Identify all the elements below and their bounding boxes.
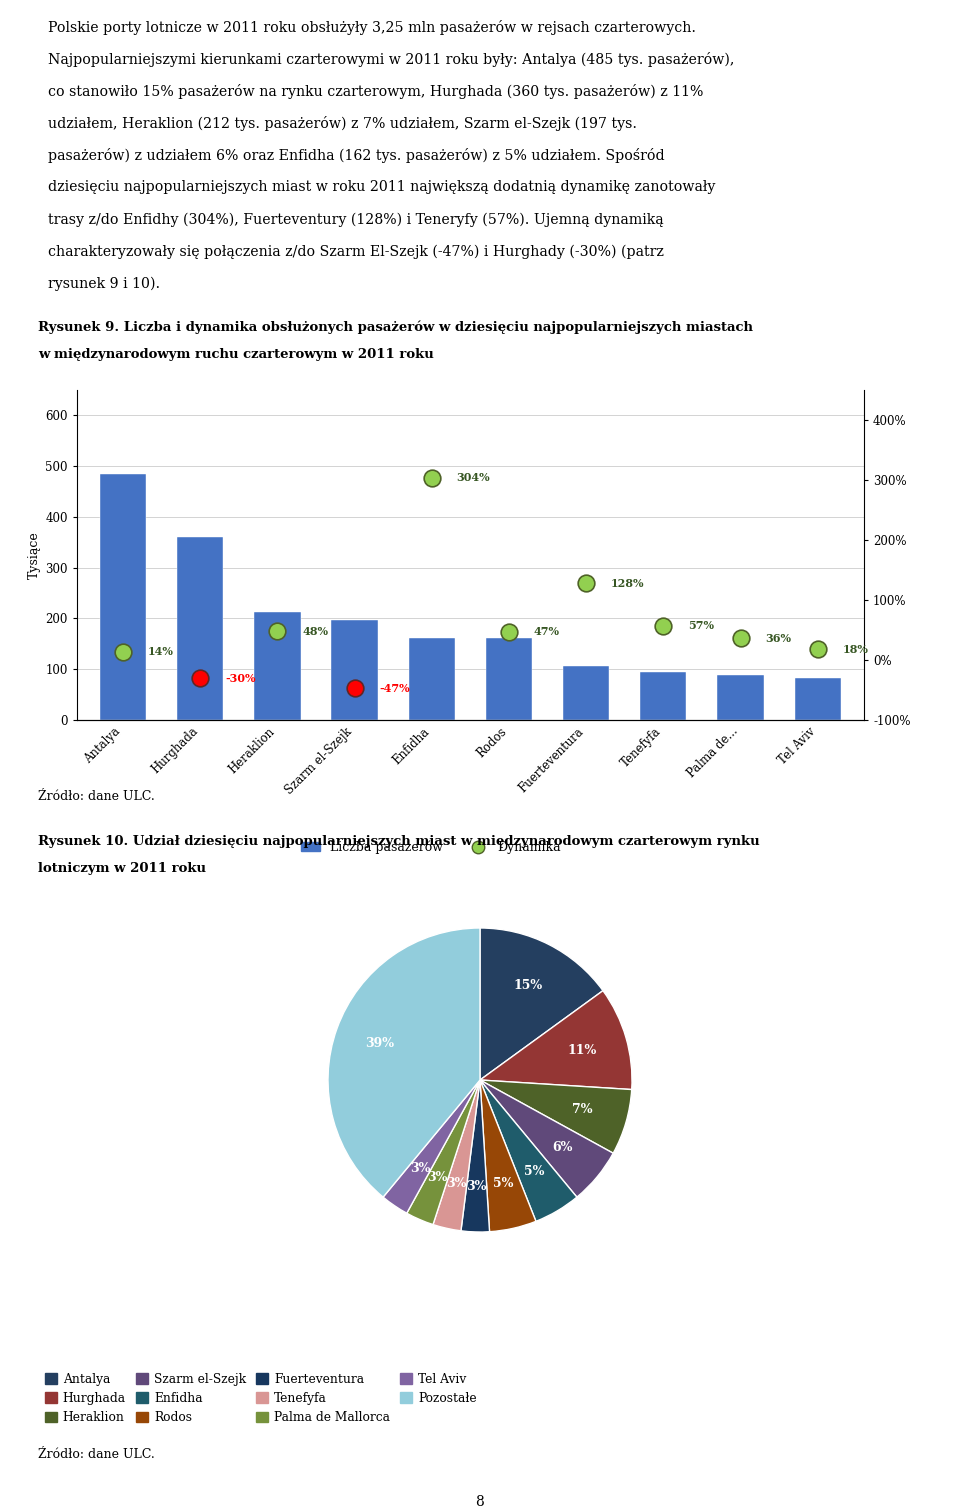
Text: 57%: 57%: [688, 620, 714, 631]
Bar: [178, 537, 224, 720]
Wedge shape: [480, 928, 603, 1080]
Text: dziesięciu najpopularniejszych miast w roku 2011 największą dodatnią dynamikę za: dziesięciu najpopularniejszych miast w r…: [48, 180, 715, 195]
Text: Polskie porty lotnicze w 2011 roku obsłużyły 3,25 mln pasażerów w rejsach czarte: Polskie porty lotnicze w 2011 roku obsłu…: [48, 20, 696, 35]
Text: 304%: 304%: [457, 472, 491, 483]
Wedge shape: [480, 1080, 577, 1221]
Y-axis label: Tysiące: Tysiące: [28, 531, 41, 579]
Text: 14%: 14%: [148, 646, 174, 656]
Wedge shape: [480, 990, 632, 1089]
Text: trasy z/do Enfidhy (304%), Fuerteventury (128%) i Teneryfy (57%). Ujemną dynamik: trasy z/do Enfidhy (304%), Fuerteventury…: [48, 213, 663, 226]
Bar: [795, 679, 841, 720]
Text: 3%: 3%: [467, 1180, 487, 1192]
Bar: [331, 620, 378, 720]
Text: 3%: 3%: [410, 1162, 430, 1174]
Text: 15%: 15%: [514, 979, 542, 991]
Wedge shape: [480, 1080, 536, 1231]
Text: 47%: 47%: [534, 626, 560, 637]
Text: charakteryzowały się połączenia z/do Szarm El-Szejk (-47%) i Hurghady (-30%) (pa: charakteryzowały się połączenia z/do Sza…: [48, 244, 664, 258]
Text: 7%: 7%: [572, 1103, 592, 1117]
Text: w międzynarodowym ruchu czarterowym w 2011 roku: w międzynarodowym ruchu czarterowym w 20…: [38, 349, 434, 361]
Bar: [254, 613, 300, 720]
Wedge shape: [383, 1080, 480, 1213]
Text: pasażerów) z udziałem 6% oraz Enfidha (162 tys. pasażerów) z 5% udziałem. Spośró: pasażerów) z udziałem 6% oraz Enfidha (1…: [48, 148, 664, 163]
Text: 48%: 48%: [302, 626, 328, 637]
Text: 36%: 36%: [765, 632, 791, 644]
Text: 5%: 5%: [524, 1165, 544, 1179]
Text: 8: 8: [475, 1495, 485, 1509]
Bar: [640, 672, 686, 720]
Text: Rysunek 9. Liczba i dynamika obsłużonych pasażerów w dziesięciu najpopularniejsz: Rysunek 9. Liczba i dynamika obsłużonych…: [38, 320, 754, 333]
Bar: [486, 638, 532, 720]
Text: 3%: 3%: [446, 1177, 467, 1191]
Text: rysunek 9 i 10).: rysunek 9 i 10).: [48, 276, 160, 291]
Text: 18%: 18%: [842, 644, 868, 655]
Bar: [409, 638, 455, 720]
Text: Źródło: dane ULC.: Źródło: dane ULC.: [38, 791, 156, 803]
Legend: Antalya, Hurghada, Heraklion, Szarm el-Szejk, Enfidha, Rodos, Fuerteventura, Ten: Antalya, Hurghada, Heraklion, Szarm el-S…: [44, 1373, 477, 1424]
Wedge shape: [461, 1080, 490, 1231]
Text: -47%: -47%: [379, 682, 410, 694]
Wedge shape: [433, 1080, 480, 1231]
Text: 128%: 128%: [611, 578, 644, 589]
Text: Najpopularniejszymi kierunkami czarterowymi w 2011 roku były: Antalya (485 tys. : Najpopularniejszymi kierunkami czarterow…: [48, 51, 734, 66]
Text: -30%: -30%: [225, 673, 255, 684]
Wedge shape: [480, 1080, 632, 1153]
Bar: [717, 676, 763, 720]
Bar: [563, 665, 610, 720]
Wedge shape: [480, 1080, 613, 1197]
Text: 3%: 3%: [427, 1171, 448, 1185]
Wedge shape: [328, 928, 480, 1197]
Legend: Liczba pasażerów, Dynamika: Liczba pasażerów, Dynamika: [297, 836, 565, 859]
Text: co stanowiło 15% pasażerów na rynku czarterowym, Hurghada (360 tys. pasażerów) z: co stanowiło 15% pasażerów na rynku czar…: [48, 85, 704, 100]
Text: udziałem, Heraklion (212 tys. pasażerów) z 7% udziałem, Szarm el-Szejk (197 tys.: udziałem, Heraklion (212 tys. pasażerów)…: [48, 116, 637, 131]
Text: 11%: 11%: [567, 1044, 597, 1056]
Text: Źródło: dane ULC.: Źródło: dane ULC.: [38, 1449, 156, 1461]
Text: 6%: 6%: [552, 1141, 572, 1154]
Text: 39%: 39%: [366, 1038, 395, 1050]
Text: lotniczym w 2011 roku: lotniczym w 2011 roku: [38, 862, 206, 875]
Text: 5%: 5%: [493, 1177, 514, 1191]
Wedge shape: [407, 1080, 480, 1225]
Bar: [100, 474, 146, 720]
Text: Rysunek 10. Udział dziesięciu najpopularniejszych miast w międzynarodowym czarte: Rysunek 10. Udział dziesięciu najpopular…: [38, 834, 760, 848]
